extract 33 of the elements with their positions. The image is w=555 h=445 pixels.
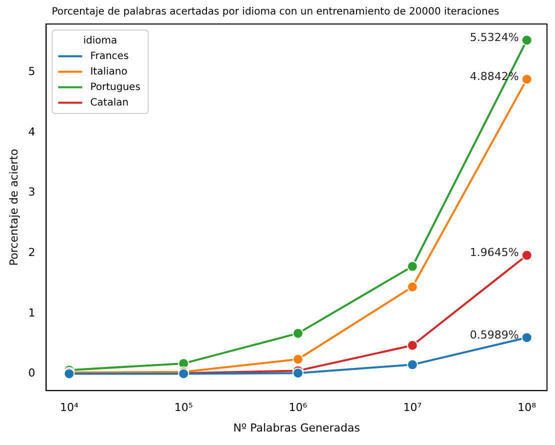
point — [292, 368, 304, 379]
point — [406, 359, 418, 370]
legend-title: idioma — [83, 35, 118, 46]
y-tick-label: 1 — [28, 306, 36, 320]
data-label: 0.5989% — [470, 328, 519, 342]
data-label: 5.5324% — [470, 30, 519, 44]
point — [521, 34, 532, 46]
y-tick-label: 2 — [28, 246, 36, 259]
x-tick-label: 10⁸ — [518, 401, 537, 414]
x-axis-title: Nº Palabras Generadas — [233, 421, 360, 434]
legend-label: Italiano — [90, 66, 128, 78]
point — [521, 250, 532, 261]
y-tick-label: 3 — [28, 186, 36, 199]
point — [406, 340, 418, 351]
point — [406, 260, 418, 272]
y-tick-label: 0 — [28, 366, 36, 380]
y-tick-label: 4 — [28, 125, 36, 138]
legend-label: Catalan — [90, 97, 129, 108]
x-tick-label: 10⁷ — [403, 401, 422, 414]
point — [292, 328, 304, 339]
x-tick-label: 10⁶ — [288, 401, 308, 414]
chart-title: Porcentaje de palabras acertadas por idioma con un entrenamiento de 20000 iteraciones — [52, 6, 500, 18]
point — [292, 354, 304, 365]
legend-label: Portugues — [90, 82, 140, 93]
y-axis-title: Porcentaje de acierto — [7, 148, 20, 266]
y-tick-label: 5 — [28, 65, 36, 78]
point — [521, 332, 532, 344]
legend-label: Frances — [90, 50, 129, 62]
point — [521, 74, 532, 85]
x-tick-label: 10⁵ — [174, 401, 193, 414]
x-tick-label: 10⁴ — [60, 401, 79, 414]
point — [406, 281, 418, 292]
data-label: 1.9645% — [470, 246, 519, 260]
